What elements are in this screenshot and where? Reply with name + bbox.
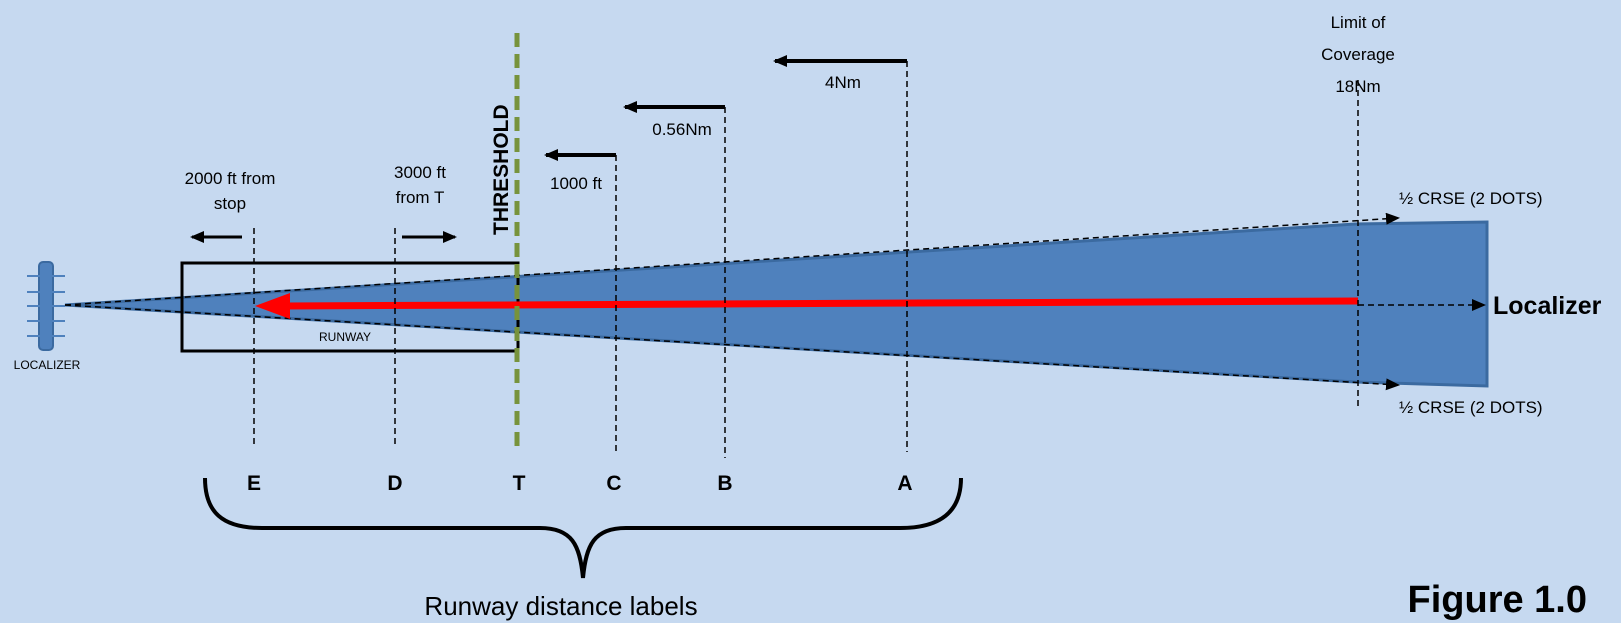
marker-a-letter: A [897,472,912,495]
threshold-label: THRESHOLD [490,104,513,235]
marker-c-letter: C [606,472,621,495]
brace-label: Runway distance labels [424,591,697,621]
marker-a-label: 4Nm [825,73,861,92]
figure-label: Figure 1.0 [1408,579,1588,621]
marker-d-letter: D [387,472,402,495]
limit-label-line3: 18Nm [1335,77,1380,96]
marker-d-label-line1: 3000 ft [394,163,446,182]
marker-d-label-line2: from T [396,188,445,207]
localizer-antenna-label: LOCALIZER [14,358,81,372]
course-line-arrowhead [255,293,290,319]
limit-label-line2: Coverage [1321,45,1395,64]
distance-brace [203,477,963,579]
marker-e-label-line2: stop [214,194,246,213]
marker-e-letter: E [247,472,261,495]
half-course-top-label: ½ CRSE (2 DOTS) [1399,189,1543,208]
course-line [284,297,1359,310]
localizer-course-label: Localizer [1493,292,1602,320]
localizer-antenna-icon [27,261,65,351]
half-course-bottom-label: ½ CRSE (2 DOTS) [1399,398,1543,417]
limit-label-line1: Limit of [1331,13,1386,32]
marker-e-label-line1: 2000 ft from [185,169,276,188]
runway-label: RUNWAY [319,330,371,344]
marker-b-label: 0.56Nm [652,120,712,139]
marker-t-letter: T [513,472,526,495]
coverage-bottom-edge [64,304,1400,391]
marker-c-label: 1000 ft [550,174,602,193]
marker-b-letter: B [717,472,732,495]
coverage-top-edge [64,212,1400,306]
